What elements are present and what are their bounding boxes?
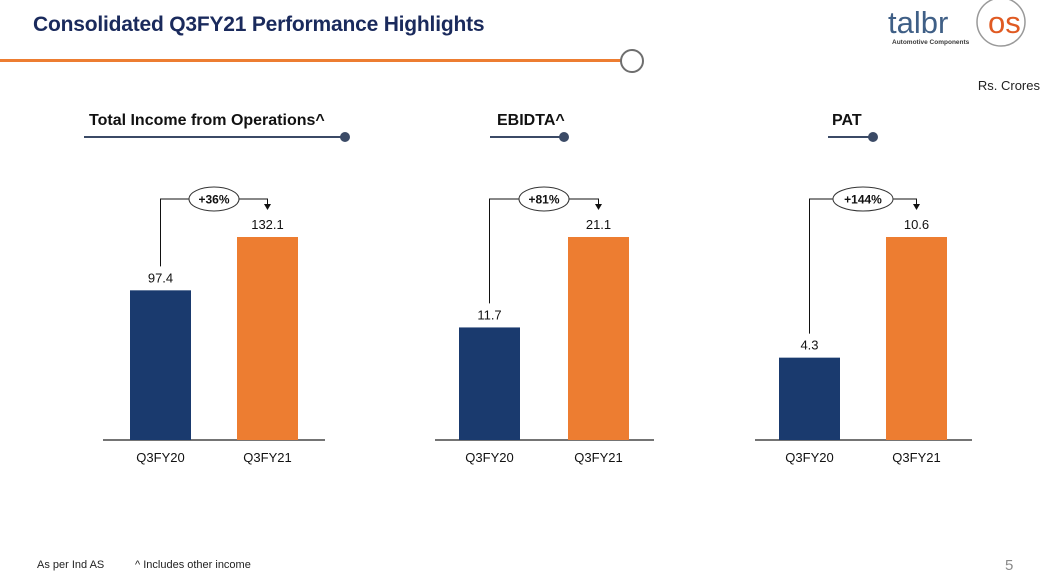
logo-ring — [976, 0, 1026, 47]
data-label: 21.1 — [586, 217, 611, 232]
title-underline — [0, 59, 621, 62]
bar-q3fy20 — [130, 290, 191, 440]
units-label: Rs. Crores — [977, 78, 1040, 93]
data-label: 132.1 — [251, 217, 284, 232]
page-title: Consolidated Q3FY21 Performance Highligh… — [33, 13, 485, 36]
chart-title: EBIDTA^ — [497, 112, 565, 129]
x-tick-label: Q3FY20 — [136, 450, 184, 465]
growth-label: +81% — [528, 193, 559, 207]
chart-title: Total Income from Operations^ — [89, 112, 325, 129]
bar-q3fy21 — [237, 237, 298, 440]
data-label: 10.6 — [904, 217, 929, 232]
x-tick-label: Q3FY21 — [243, 450, 291, 465]
chart-title-underline-dot — [559, 132, 569, 142]
data-label: 4.3 — [800, 338, 818, 353]
logo-wordmark-part2: os — [988, 5, 1021, 40]
growth-badge — [188, 186, 240, 212]
x-tick-label: Q3FY20 — [465, 450, 513, 465]
company-logo: talbr os Automotive Components — [888, 0, 1026, 47]
x-tick-label: Q3FY21 — [574, 450, 622, 465]
data-label: 11.7 — [477, 307, 501, 322]
bar-q3fy21 — [886, 237, 947, 440]
growth-arrowhead — [264, 204, 271, 210]
bar-q3fy20 — [779, 357, 840, 440]
title-underline-ring — [620, 49, 644, 73]
chart-total-income: Total Income from Operations^ 97.4 Q3FY20 1… — [84, 112, 350, 465]
logo-tagline: Automotive Components — [892, 39, 970, 46]
x-tick-label: Q3FY20 — [785, 450, 833, 465]
chart-ebidta: EBIDTA^ 11.7 Q3FY20 21.1 Q3FY21 +81% — [435, 112, 654, 465]
growth-label: +36% — [198, 193, 229, 207]
growth-arrowhead — [913, 204, 920, 210]
chart-pat: PAT 4.3 Q3FY20 10.6 Q3FY21 +144% — [755, 112, 972, 465]
chart-title-underline-dot — [868, 132, 878, 142]
page-number: 5 — [1005, 557, 1014, 574]
chart-title: PAT — [832, 112, 862, 129]
chart-title-underline-dot — [340, 132, 350, 142]
growth-badge — [518, 186, 570, 212]
data-label: 97.4 — [148, 270, 173, 285]
growth-arrowhead — [595, 204, 602, 210]
growth-label: +144% — [844, 193, 882, 207]
bar-q3fy20 — [459, 327, 520, 440]
bar-q3fy21 — [568, 237, 629, 440]
logo-wordmark-part1: talbr — [888, 5, 948, 40]
growth-badge — [832, 186, 894, 212]
x-tick-label: Q3FY21 — [892, 450, 940, 465]
footer-note-ind-as: As per Ind AS — [37, 559, 105, 571]
footer-note-other-income: ^ Includes other income — [135, 559, 251, 571]
